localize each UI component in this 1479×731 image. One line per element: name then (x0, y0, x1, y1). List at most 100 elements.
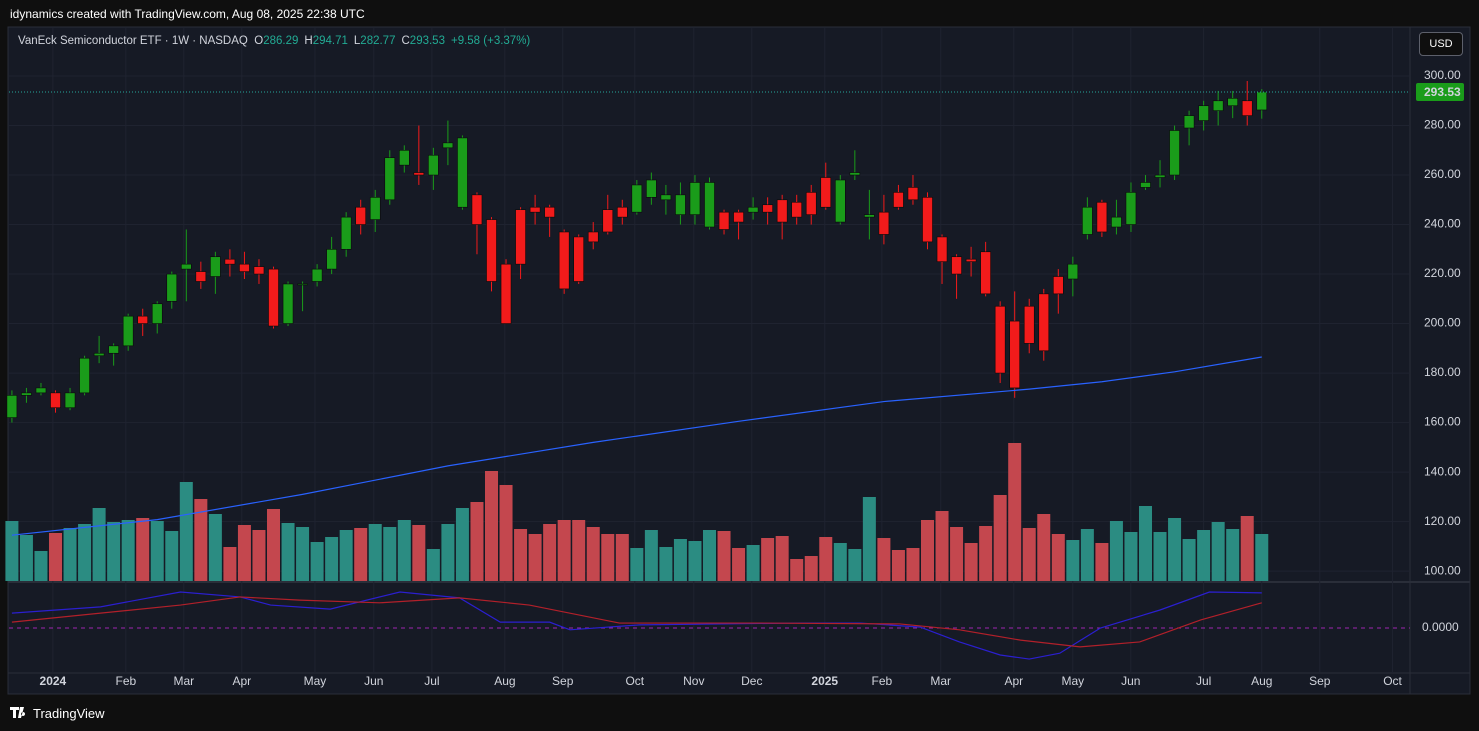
candle-body (93, 352, 105, 357)
y-tick-label: 180.00 (1424, 365, 1461, 379)
candle-body (1169, 130, 1180, 176)
caption: idynamics created with TradingView.com, … (10, 7, 365, 21)
volume-bar (572, 520, 586, 581)
volume-bar (703, 530, 716, 581)
candle-body (878, 211, 890, 235)
moving-average (11, 356, 1262, 536)
candle-body (282, 283, 294, 324)
volume-bar (499, 485, 513, 581)
currency-button[interactable]: USD (1419, 32, 1463, 56)
volume-bar (441, 524, 455, 581)
candle-body (21, 392, 32, 396)
volume-bar (790, 559, 804, 581)
y-tick-label: 300.00 (1424, 68, 1461, 82)
y-tick-label: 240.00 (1424, 217, 1461, 231)
volume-bar (935, 511, 949, 581)
volume-bar (557, 520, 571, 581)
volume-bar (1240, 516, 1254, 581)
candle-body (224, 258, 236, 265)
candle-body (675, 194, 686, 215)
candle-body (442, 142, 454, 149)
candle-body (1227, 98, 1238, 107)
volume-bar (165, 531, 179, 581)
volume-bar (1197, 530, 1211, 581)
candle-body (544, 206, 555, 218)
volume-bar (208, 514, 222, 581)
volume-bar (586, 527, 600, 581)
volume-bar (761, 538, 775, 581)
x-tick-label: Jun (1121, 674, 1140, 688)
x-tick-label: Nov (683, 674, 704, 688)
x-tick-label: 2025 (811, 674, 838, 688)
volume-bar (848, 549, 862, 581)
candle-body (35, 387, 47, 394)
candle-body (399, 149, 410, 166)
candle-body (166, 273, 178, 302)
candle-body (515, 209, 526, 265)
candle-body (1052, 276, 1064, 295)
candle-body (762, 204, 773, 213)
volume-bar (804, 556, 818, 581)
volume-bar (950, 527, 964, 581)
candle-body (1241, 100, 1253, 116)
x-tick-label: Oct (625, 674, 644, 688)
candle-body (864, 214, 875, 218)
x-tick-label: Jul (1196, 674, 1211, 688)
volume-bar (1080, 529, 1094, 581)
x-tick-label: Apr (232, 674, 251, 688)
candle-body (1111, 216, 1122, 228)
candle-body (384, 157, 396, 201)
volume-bar (993, 495, 1007, 581)
ohlc-value: 294.71 (312, 35, 348, 47)
volume-bar (1255, 534, 1269, 581)
volume-bar (1153, 532, 1167, 581)
candle-body (587, 231, 599, 243)
y-tick-label: 120.00 (1424, 514, 1461, 528)
x-tick-label: Aug (1251, 674, 1272, 688)
candle-body (805, 192, 817, 215)
volume-bar (615, 534, 629, 581)
candle-body (965, 258, 977, 262)
volume-bar (1008, 443, 1022, 581)
volume-bar (92, 508, 106, 581)
volume-bar (1124, 532, 1138, 581)
footer-brand: TradingView (33, 706, 105, 721)
x-tick-label: May (304, 674, 327, 688)
volume-bar (5, 521, 19, 581)
volume-bar (819, 537, 833, 581)
candle-body (631, 184, 643, 213)
legend-header: VanEck Semiconductor ETF · 1W · NASDAQ O… (18, 35, 536, 47)
tradingview-logo (10, 707, 26, 718)
candle-body (210, 256, 221, 277)
candle-body (1038, 293, 1050, 352)
x-tick-label: Dec (741, 674, 762, 688)
x-tick-label: Jun (364, 674, 383, 688)
candle-body (64, 392, 76, 409)
ohlc-key: L (353, 35, 361, 47)
candle-body (1125, 192, 1137, 225)
volume-bar (412, 525, 426, 581)
volume-bar (63, 528, 77, 581)
volume-bar (732, 548, 746, 581)
y-tick-label: 100.00 (1424, 563, 1461, 577)
x-tick-label: 2024 (40, 674, 67, 688)
volume-bar (514, 529, 528, 581)
y-tick-label: 220.00 (1424, 266, 1461, 280)
x-tick-label: May (1061, 674, 1084, 688)
y-tick-label: 280.00 (1424, 118, 1461, 132)
candle-body (1096, 201, 1108, 233)
volume-bar (34, 551, 48, 581)
last-price-box (1416, 83, 1464, 102)
candle-body (893, 192, 904, 208)
volume-bar (194, 499, 208, 581)
volume-bar (630, 548, 644, 581)
x-tick-label: Feb (872, 674, 893, 688)
volume-bar (368, 524, 382, 581)
candle-body (660, 194, 672, 201)
ohlc-value: 286.29 (263, 35, 299, 47)
volume-bar (688, 541, 702, 581)
last-price-label: 293.53 (1424, 85, 1461, 99)
